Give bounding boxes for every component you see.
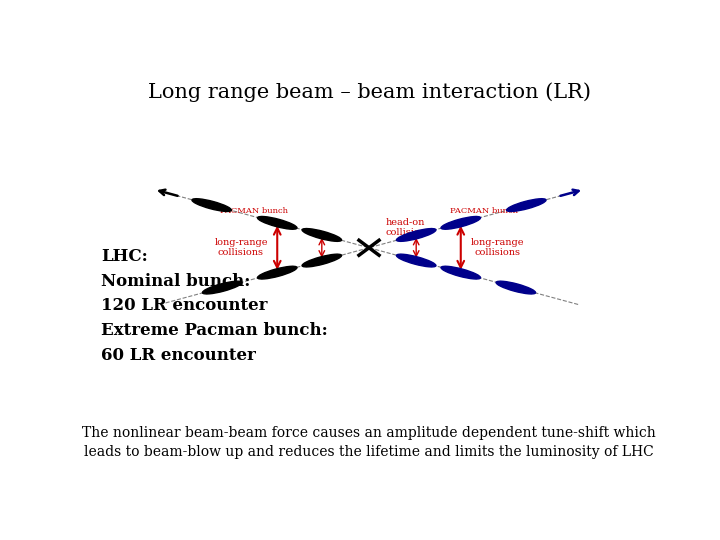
Text: 120 LR encounter: 120 LR encounter [101,298,268,314]
Text: Extreme Pacman bunch:: Extreme Pacman bunch: [101,322,328,340]
Ellipse shape [397,228,436,241]
Text: Long range beam – beam interaction (LR): Long range beam – beam interaction (LR) [148,82,590,102]
Ellipse shape [202,281,242,294]
Text: LHC:: LHC: [101,247,148,265]
Text: PACMAN bunch: PACMAN bunch [450,207,518,215]
Ellipse shape [258,266,297,279]
Ellipse shape [192,199,231,212]
Ellipse shape [397,254,436,267]
Text: The nonlinear beam-beam force causes an amplitude dependent tune-shift which: The nonlinear beam-beam force causes an … [82,426,656,440]
Text: head-on
collision: head-on collision [386,218,427,238]
Ellipse shape [258,217,297,230]
Ellipse shape [507,199,546,212]
Text: Nominal bunch:: Nominal bunch: [101,273,251,289]
Ellipse shape [496,281,536,294]
Ellipse shape [441,217,480,230]
Text: 60 LR encounter: 60 LR encounter [101,347,256,365]
Ellipse shape [302,254,341,267]
Text: leads to beam-blow up and reduces the lifetime and limits the luminosity of LHC: leads to beam-blow up and reduces the li… [84,446,654,460]
Ellipse shape [302,228,341,241]
Text: PACMAN bunch: PACMAN bunch [220,207,288,215]
Text: long-range
collisions: long-range collisions [215,238,268,258]
Ellipse shape [441,266,480,279]
Text: long-range
collisions: long-range collisions [470,238,523,258]
